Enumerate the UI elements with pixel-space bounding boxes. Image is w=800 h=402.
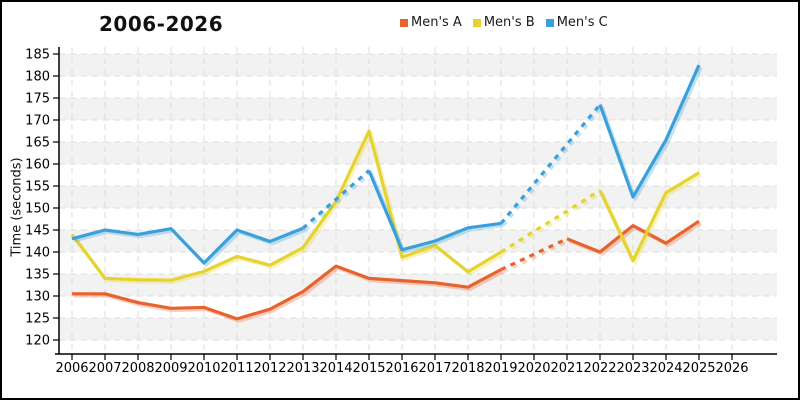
x-tick-label: 2014 — [319, 361, 352, 376]
series-shadow-men-s-c — [501, 105, 604, 227]
series-line-men-s-b — [70, 129, 502, 282]
x-tick-label: 2006 — [55, 361, 88, 376]
series-line-men-s-c — [71, 226, 304, 265]
series-line-men-s-a — [566, 219, 700, 254]
x-tick-label: 2010 — [187, 361, 220, 376]
x-tick-label: 2026 — [715, 361, 748, 376]
series-shadow-men-s-a — [502, 239, 570, 274]
x-tick-label: 2008 — [121, 361, 154, 376]
x-tick-label: 2025 — [682, 361, 715, 376]
y-tick-label: 165 — [25, 136, 50, 151]
plot-band — [59, 318, 777, 340]
series-line-men-s-a — [500, 237, 568, 272]
plot-band — [59, 54, 777, 76]
legend: Men's A Men's B Men's C — [400, 15, 608, 30]
y-tick-label: 140 — [25, 246, 50, 261]
x-tick-label: 2024 — [649, 361, 682, 376]
y-tick-label: 160 — [25, 158, 50, 173]
y-tick-label: 185 — [25, 48, 50, 63]
y-tick-label: 150 — [25, 202, 50, 217]
x-tick-label: 2020 — [517, 361, 550, 376]
legend-swatch-men-s-c — [545, 18, 554, 27]
y-tick-label: 135 — [25, 268, 50, 283]
series-men-s-c — [71, 64, 703, 267]
series-line-men-s-b — [598, 171, 700, 263]
chart-title: 2006-2026 — [99, 12, 224, 36]
legend-swatch-men-s-a — [400, 18, 408, 27]
y-tick-label: 125 — [25, 312, 50, 327]
x-tick-label: 2017 — [418, 361, 451, 376]
legend-label-men-s-c: Men's C — [556, 15, 608, 30]
y-tick-label: 145 — [25, 224, 50, 239]
plot-band — [59, 98, 777, 120]
x-tick-label: 2007 — [88, 361, 121, 376]
series-shadow-men-s-b — [72, 131, 505, 284]
x-tick-label: 2011 — [220, 361, 253, 376]
y-tick-label: 175 — [25, 92, 50, 107]
plot-band — [59, 230, 777, 252]
plot-band — [59, 274, 777, 296]
x-tick-label: 2013 — [286, 361, 319, 376]
y-tick-label: 180 — [25, 70, 50, 85]
series-shadow-men-s-a — [74, 266, 504, 323]
x-tick-label: 2012 — [253, 361, 286, 376]
plot-band — [59, 142, 777, 164]
x-tick-label: 2009 — [154, 361, 187, 376]
series-line-men-s-c — [598, 64, 701, 199]
series-line-men-s-a — [72, 264, 502, 321]
x-tick-label: 2021 — [550, 361, 583, 376]
series-line-men-s-c — [301, 169, 371, 230]
legend-label-men-s-b: Men's B — [483, 15, 535, 30]
legend-item-men-s-c: Men's C — [545, 15, 608, 30]
y-tick-label: 130 — [25, 290, 50, 305]
series-line-men-s-c — [499, 103, 602, 225]
series-shadow-men-s-c — [304, 171, 373, 232]
plot-band — [59, 186, 777, 208]
series-line-men-s-c — [367, 169, 502, 252]
x-tick-label: 2018 — [451, 361, 484, 376]
y-tick-label: 155 — [25, 180, 50, 195]
x-tick-label: 2023 — [616, 361, 649, 376]
legend-item-men-s-a: Men's A — [400, 15, 462, 30]
x-tick-label: 2019 — [484, 361, 517, 376]
series-shadow-men-s-b — [502, 191, 604, 256]
x-tick-label: 2015 — [352, 361, 385, 376]
x-tick-label: 2022 — [583, 361, 616, 376]
series-men-s-a — [72, 219, 703, 323]
series-line-men-s-b — [500, 189, 601, 254]
y-tick-label: 120 — [25, 334, 50, 349]
legend-swatch-men-s-b — [472, 18, 481, 27]
legend-item-men-s-b: Men's B — [472, 15, 535, 30]
series-men-s-b — [70, 129, 703, 284]
legend-label-men-s-a: Men's A — [411, 15, 462, 30]
x-tick-label: 2016 — [385, 361, 418, 376]
y-tick-label: 170 — [25, 114, 50, 129]
